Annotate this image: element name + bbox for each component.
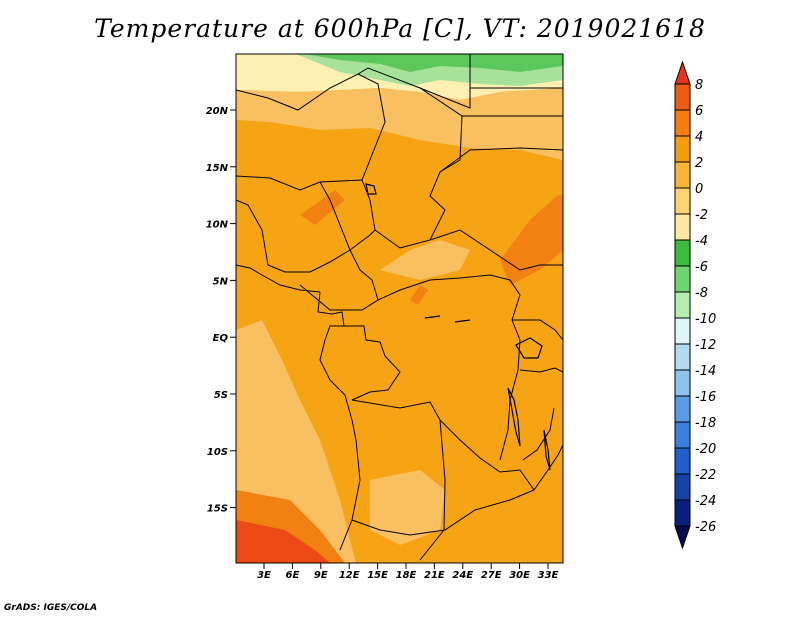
- border-malawi: [522, 407, 555, 461]
- colorbar-label: -18: [695, 416, 716, 431]
- colorbar-label: -4: [695, 234, 708, 249]
- border-congo-drc: [344, 325, 401, 401]
- colorbar-label: -16: [695, 390, 716, 405]
- field-dark-orange-nigeria: [300, 190, 345, 225]
- colorbar-label: -26: [695, 520, 716, 535]
- lon-tick-label: 3E: [257, 570, 271, 581]
- colorbar-label: -20: [695, 442, 716, 457]
- coastline-gulf-of-guinea: [236, 264, 321, 293]
- river-congo-1: [424, 315, 441, 319]
- lon-tick-label: 27E: [481, 570, 502, 581]
- lon-tick-label: 21E: [424, 570, 445, 581]
- border-tanzania-north: [519, 367, 563, 373]
- colorbar-label: -10: [695, 312, 716, 327]
- lon-tick-label: 30E: [509, 570, 530, 581]
- colorbar-top-arrow: [674, 60, 691, 85]
- colorbar-swatch: [674, 135, 691, 163]
- colorbar-swatch: [674, 239, 691, 267]
- lat-tick-label: 5N: [213, 276, 229, 287]
- colorbar-label: -6: [695, 260, 708, 275]
- lat-tick-label: 10N: [206, 220, 229, 231]
- border-libya-sudan: [419, 54, 471, 109]
- colorbar-swatch: [674, 161, 691, 189]
- longitude-axis: 3E 6E 9E 12E 15E 18E 21E 24E 27E 30E 33E: [257, 563, 559, 581]
- colorbar-swatch: [674, 265, 691, 293]
- lat-tick-label: 15N: [206, 163, 229, 174]
- latitude-axis: 20N 15N 10N 5N EQ 5S 10S 15S: [206, 106, 236, 515]
- colorbar-swatch: [674, 291, 691, 319]
- coastline-west-central: [317, 291, 361, 551]
- colorbar-label: 4: [695, 130, 703, 145]
- border-drc-east: [499, 319, 521, 461]
- border-mozambique: [533, 444, 563, 491]
- map-frame: [235, 53, 564, 564]
- colorbar-label: 0: [695, 182, 703, 197]
- colorbar-swatch: [674, 395, 691, 423]
- lon-tick-label: 33E: [538, 570, 559, 581]
- lon-tick-label: 15E: [367, 570, 388, 581]
- colorbar-swatch: [674, 109, 691, 137]
- colorbar-swatch: [674, 447, 691, 475]
- river-congo-2: [454, 319, 471, 323]
- border-sudan-southsudan: [429, 229, 563, 271]
- lon-tick-label: 24E: [452, 570, 473, 581]
- colorbar-label: -2: [695, 208, 708, 223]
- field-light-orange-center: [380, 240, 470, 280]
- colorbar-label: 6: [695, 104, 703, 119]
- lake-victoria: [515, 337, 543, 359]
- border-sudan-east: [439, 147, 563, 173]
- border-drc-south: [351, 399, 535, 491]
- colorbar-label: -14: [695, 364, 716, 379]
- lon-tick-label: 9E: [314, 570, 328, 581]
- border-angola-zambia: [419, 419, 446, 561]
- temperature-field: [236, 54, 563, 563]
- border-uganda-kenya: [512, 319, 563, 341]
- colorbar-label: -22: [695, 468, 716, 483]
- colorbar-swatch: [674, 421, 691, 449]
- lat-tick-label: EQ: [213, 333, 229, 344]
- colorbar-label: -24: [695, 494, 716, 509]
- border-namibia-zambia: [351, 489, 535, 536]
- colorbar-swatch: [674, 499, 691, 527]
- lakes: [365, 183, 551, 471]
- colorbar-swatch: [674, 317, 691, 345]
- lon-tick-label: 6E: [286, 570, 300, 581]
- lat-tick-label: 15S: [207, 504, 228, 515]
- colorbar-swatch: [674, 343, 691, 371]
- colorbar-swatch: [674, 473, 691, 501]
- colorbar-bottom-arrow: [674, 525, 691, 550]
- grads-credit: GrADS: IGES/COLA: [4, 603, 98, 613]
- lake-malawi: [543, 429, 551, 471]
- border-nigeria-cameroon: [299, 181, 379, 311]
- field-light-orange-band: [236, 88, 563, 160]
- border-niger: [236, 73, 386, 191]
- lake-tanganyika: [507, 387, 521, 447]
- border-benin-nigeria: [236, 199, 376, 273]
- lake-chad: [365, 183, 377, 195]
- colorbar-swatch: [674, 369, 691, 397]
- country-borders: [236, 54, 563, 561]
- field-green-north: [305, 54, 563, 72]
- lat-tick-label: 20N: [206, 106, 229, 117]
- colorbar-label: 8: [695, 78, 703, 93]
- colorbar-swatch: [674, 83, 691, 111]
- lon-tick-label: 12E: [339, 570, 360, 581]
- colorbar-label: 2: [695, 156, 703, 171]
- field-red-southwest: [236, 520, 330, 563]
- lat-tick-label: 10S: [207, 447, 228, 458]
- chart-title: Temperature at 600hPa [C], VT: 201902161…: [94, 14, 706, 43]
- lon-tick-label: 18E: [396, 570, 417, 581]
- border-car-south: [377, 274, 521, 321]
- field-dark-orange-center: [410, 285, 428, 305]
- field-light-orange-south: [370, 470, 445, 545]
- lat-tick-label: 5S: [214, 390, 228, 401]
- field-dark-orange-east: [500, 195, 563, 285]
- colorbar-swatch: [674, 187, 691, 215]
- colorbar-label: -8: [695, 286, 708, 301]
- colorbar-swatch: [674, 213, 691, 241]
- colorbar: 8 6 4 2 0 -2 -4 -6 -8 -10 -12 -14 -16 -18 -20 -22 -24 -26: [674, 60, 716, 550]
- colorbar-label: -12: [695, 338, 716, 353]
